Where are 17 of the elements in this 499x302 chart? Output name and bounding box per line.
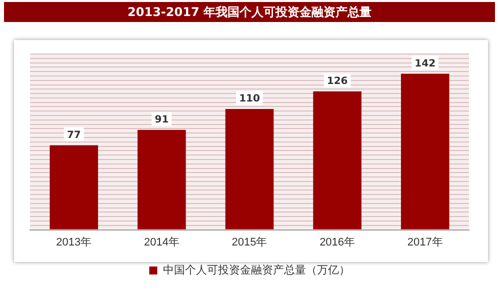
bar <box>50 145 98 230</box>
bar <box>225 108 274 230</box>
bar <box>400 74 450 230</box>
bar <box>138 130 186 230</box>
x-tick-label: 2014年 <box>144 236 180 248</box>
data-label: 77 <box>66 130 81 141</box>
x-tick-label: 2016年 <box>320 236 356 248</box>
x-tick-label: 2013年 <box>56 236 92 248</box>
data-label: 110 <box>239 94 260 105</box>
data-label: 91 <box>154 114 169 126</box>
data-label: 126 <box>326 76 348 87</box>
x-tick-label: 2015年 <box>232 236 268 248</box>
legend-label: 中国个人可投资金融资产总量（万亿） <box>162 263 350 276</box>
x-tick-label: 2017年 <box>407 236 443 248</box>
bar <box>313 91 362 230</box>
chart-title: 2013-2017 年我国个人可投资金融资产总量 <box>4 2 495 22</box>
data-label: 142 <box>414 58 436 70</box>
